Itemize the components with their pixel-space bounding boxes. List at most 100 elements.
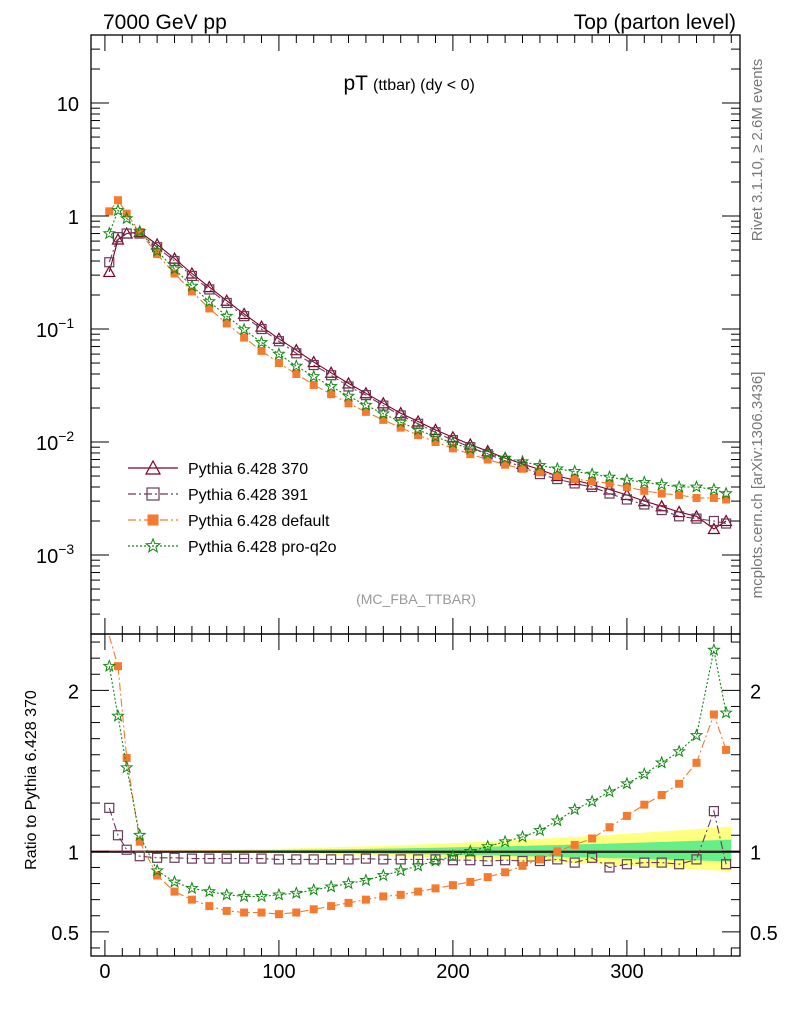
top-point-p391 [395,410,406,421]
top-point-p370 [289,343,303,356]
top-point-pdefault [327,390,336,399]
ratio-point-p391 [239,853,250,864]
top-point-pdefault [570,475,579,484]
top-line-p391 [108,232,727,525]
ratio-y-tick-label-left: 2 [68,681,79,703]
top-point-pq2o [359,398,373,411]
plot-title-sub: (ttbar) (dy < 0) [373,77,475,94]
legend-label: Pythia 6.428 370 [188,461,308,478]
ratio-point-p391 [291,854,302,865]
rivet-version-label: Rivet 3.1.10, ≥ 2.6M events [749,59,766,242]
top-point-pdefault [292,369,301,378]
ratio-point-pq2o [185,881,199,895]
top-point-pdefault [709,493,718,502]
ratio-point-p391 [308,854,319,865]
ratio-point-p391 [256,853,267,864]
ratio-point-pdefault [135,837,144,846]
top-point-pdefault [414,431,423,440]
top-point-pdefault [105,207,114,216]
ratio-point-p391 [720,859,732,870]
top-point-pdefault [605,479,614,488]
ratio-point-pq2o [533,823,547,837]
top-point-pdefault [274,359,283,368]
top-point-pdefault [257,346,266,355]
top-point-p370 [272,332,286,344]
ratio-point-pdefault [113,662,122,671]
top-point-pq2o [393,414,408,428]
ratio-point-pq2o [289,886,304,899]
top-point-pdefault [675,490,684,499]
top-point-p391 [378,400,389,411]
ratio-point-p391 [204,853,215,864]
ratio-series-pq2o [102,642,733,903]
ratio-point-p391 [465,855,476,866]
ratio-y-tick-label-right: 0.5 [750,923,778,945]
top-point-pdefault [431,438,440,447]
top-y-tick-label: 10−3 [36,541,74,568]
top-point-p370 [689,509,704,522]
top-point-pq2o [324,379,338,393]
ratio-point-pq2o [707,642,721,656]
top-y-tick-label: 10−1 [36,315,74,342]
analysis-watermark: (MC_FBA_TTBAR) [356,591,476,607]
top-point-pdefault [222,319,231,328]
ratio-point-pdefault [327,902,336,911]
ratio-point-pq2o [672,744,686,758]
top-point-pdefault [588,477,597,486]
top-series-pq2o [102,203,733,500]
top-point-p391 [691,513,702,524]
top-point-pq2o [689,479,704,493]
ratio-point-pdefault [640,800,649,809]
top-point-p391 [621,494,633,505]
top-point-pdefault [396,423,405,432]
ratio-point-pq2o [585,794,599,808]
top-point-pdefault [657,489,666,498]
top-point-p391 [121,228,132,239]
ratio-point-p391 [378,854,389,865]
ratio-point-pq2o [515,829,530,843]
ratio-point-pq2o [689,728,704,742]
ratio-point-pq2o [254,889,269,903]
top-point-pdefault [135,228,144,237]
ratio-point-p391 [121,844,132,855]
top-point-p391 [221,297,232,309]
ratio-line-p391 [108,807,727,869]
ratio-point-p391 [221,853,232,864]
top-y-tick-label: 10 [57,94,79,116]
ratio-point-pq2o [376,868,391,882]
ratio-point-pq2o [428,853,443,867]
ratio-point-pq2o [602,784,617,798]
top-point-pq2o [132,224,147,238]
top-point-pdefault [240,333,249,342]
top-point-pq2o [202,294,217,308]
ratio-point-pq2o [237,889,251,903]
ratio-point-pdefault [501,868,510,877]
ratio-point-p391 [621,859,633,870]
ratio-point-pdefault [466,877,475,886]
ratio-series-pdefault [108,635,731,919]
ratio-point-pdefault [153,871,162,880]
top-point-pdefault [448,444,457,453]
ratio-point-pq2o [132,828,147,842]
top-point-pq2o [272,346,286,360]
top-point-pq2o [602,469,617,483]
top-point-pq2o [585,466,599,480]
plot-title-main: pT [343,72,368,95]
ratio-point-pdefault [309,905,318,914]
ratio-point-pdefault [622,811,631,820]
top-point-pq2o [719,486,733,500]
ratio-point-pq2o [637,766,652,780]
top-point-p391 [656,504,667,516]
ratio-y-tick-label-right: 2 [750,681,761,703]
ratio-point-p391 [152,852,163,863]
top-point-p370 [463,437,477,450]
mcplots-label: mcplots.cern.ch [arXiv:1306.3436] [749,372,766,599]
ratio-point-pdefault [292,908,301,917]
top-point-pq2o [219,309,234,322]
top-point-p370 [637,494,651,507]
top-point-pdefault [622,482,631,491]
top-point-pq2o [428,429,443,443]
ratio-point-pq2o [654,755,669,769]
top-point-pq2o [289,358,304,372]
